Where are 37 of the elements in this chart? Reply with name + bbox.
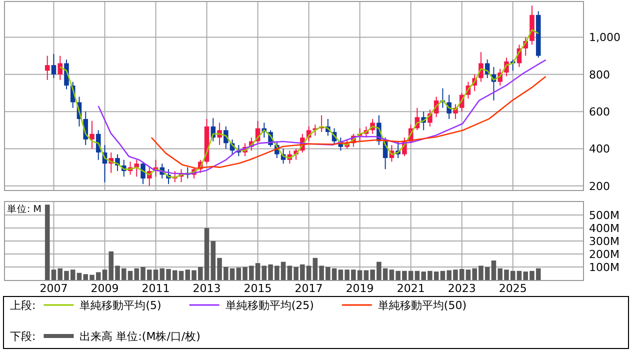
legend-label: 単純移動平均(50): [378, 299, 466, 312]
y-tick-label: 200: [589, 180, 610, 193]
line-series: [59, 29, 540, 178]
y-tick-label: 400M: [589, 222, 620, 236]
x-tick-label: 2025: [498, 282, 527, 295]
y-tick-label: 600: [589, 106, 610, 119]
x-tick-label: 2015: [244, 282, 272, 295]
y-tick-label: 800: [589, 68, 610, 82]
candlestick: [96, 130, 101, 160]
line-series: [98, 59, 546, 175]
candlestick: [64, 59, 69, 90]
x-tick-label: 2019: [346, 282, 374, 295]
legend-label: 単純移動平均(25): [225, 299, 314, 312]
y-tick-label: 500M: [589, 209, 620, 222]
candlestick: [58, 55, 63, 80]
y-tick-label: 100M: [589, 261, 620, 274]
y-tick-label: 300M: [589, 235, 620, 248]
annotation: 単位: M: [7, 203, 42, 215]
y-tick-label: 400: [589, 142, 610, 156]
x-tick-label: 2011: [142, 282, 170, 295]
y-tick-label: 1,000: [589, 31, 620, 44]
x-tick-label: 2009: [90, 282, 119, 295]
x-tick-label: 2017: [294, 282, 323, 295]
legend-label: 出来高 単位:(M株/口/枚): [80, 330, 200, 343]
candlestick: [44, 55, 50, 80]
x-tick-label: 2007: [40, 282, 68, 295]
legend-title: 下段:: [10, 330, 36, 343]
candlestick: [140, 161, 146, 185]
legend-label: 単純移動平均(5): [80, 299, 162, 312]
x-tick-label: 2021: [396, 282, 425, 295]
x-tick-label: 2023: [448, 282, 476, 295]
candlestick: [51, 53, 56, 79]
candlestick: [134, 159, 140, 178]
candlestick: [90, 120, 94, 150]
x-tick-label: 2013: [192, 282, 221, 295]
y-tick-label: 200M: [589, 248, 620, 262]
legend-title: 上段:: [10, 299, 36, 312]
